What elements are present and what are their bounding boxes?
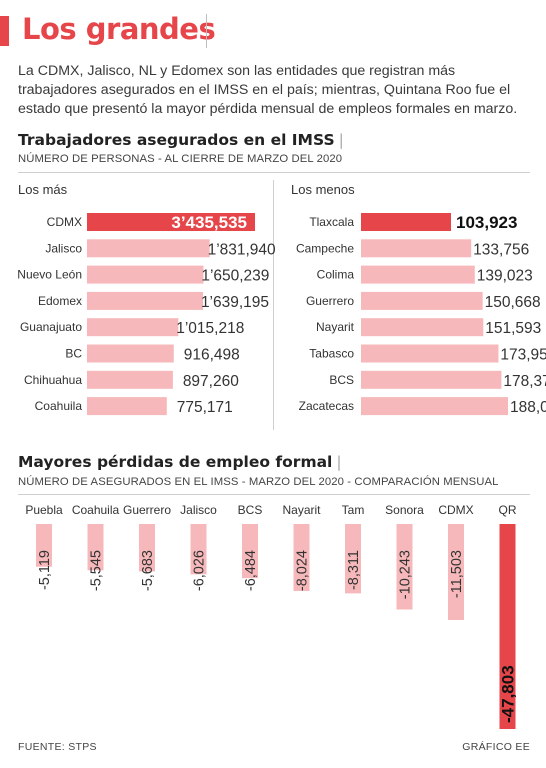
bar-loss-nayarit bbox=[293, 524, 310, 591]
category-label-loss-qr: QR bbox=[499, 503, 517, 517]
losses-chart-subtitle: NÚMERO DE ASEGURADOS EN EL IMSS - MARZO … bbox=[18, 476, 499, 488]
bar-least-guerrero bbox=[361, 291, 483, 310]
bar-least-tlaxcala bbox=[361, 213, 451, 231]
category-label-least-campeche: Campeche bbox=[296, 241, 354, 255]
category-label-most-chihuahua: Chihuahua bbox=[24, 373, 82, 387]
value-label-loss-jalisco: -6,026 bbox=[192, 550, 208, 591]
bar-loss-sonora bbox=[396, 524, 413, 610]
bar-least-bcs bbox=[361, 370, 502, 389]
bar-most-bc bbox=[87, 344, 174, 363]
value-label-least-tlaxcala: 103,923 bbox=[456, 213, 517, 232]
page-title: Los grandes bbox=[22, 12, 216, 46]
bar-loss-cdmx bbox=[448, 524, 464, 620]
bar-most-guanajuato bbox=[87, 318, 179, 337]
insured-chart-subtitle: NÚMERO DE PERSONAS - AL CIERRE DE MARZO … bbox=[18, 153, 343, 165]
category-label-least-bcs: BCS bbox=[329, 373, 354, 387]
category-label-loss-sonora: Sonora bbox=[385, 503, 424, 517]
category-label-loss-jalisco: Jalisco bbox=[180, 503, 217, 517]
category-label-most-nuevo-leon: Nuevo León bbox=[17, 268, 82, 282]
value-label-least-bcs: 178,372 bbox=[503, 373, 546, 390]
losses-chart-title: Mayores pérdidas de empleo formal | bbox=[18, 453, 342, 471]
value-label-least-zacatecas: 188,089 bbox=[510, 399, 546, 416]
value-label-most-jalisco: 1’831,940 bbox=[208, 241, 276, 258]
category-label-most-jalisco: Jalisco bbox=[45, 241, 82, 255]
bar-most-edomex bbox=[87, 291, 204, 310]
category-label-loss-cdmx: CDMX bbox=[438, 503, 473, 517]
losses-chart-rule bbox=[18, 494, 530, 495]
bar-loss-qr bbox=[499, 524, 516, 729]
bar-loss-coahuila bbox=[87, 524, 104, 571]
group-divider bbox=[273, 180, 274, 430]
value-label-least-colima: 139,023 bbox=[477, 268, 533, 285]
value-label-most-bc: 916,498 bbox=[184, 347, 240, 364]
category-label-loss-coahuila: Coahuila bbox=[72, 503, 120, 517]
category-label-most-bc: BC bbox=[65, 347, 82, 361]
value-label-loss-guerrero: -5,683 bbox=[140, 550, 156, 591]
value-label-loss-puebla: -5,119 bbox=[37, 550, 53, 590]
value-label-loss-qr: -47,803 bbox=[499, 665, 518, 723]
bar-loss-jalisco bbox=[190, 524, 207, 575]
bar-most-chihuahua bbox=[87, 370, 173, 389]
value-label-most-chihuahua: 897,260 bbox=[183, 373, 239, 390]
source-note: FUENTE: STPS bbox=[18, 741, 97, 753]
category-label-loss-tam: Tam bbox=[342, 503, 365, 517]
category-label-least-guerrero: Guerrero bbox=[306, 294, 354, 308]
value-label-loss-bcs: -6,484 bbox=[243, 550, 259, 591]
value-label-most-coahuila: 775,171 bbox=[177, 399, 233, 416]
bar-least-tabasco bbox=[361, 344, 499, 363]
bar-most-nuevo-leon bbox=[87, 265, 204, 284]
value-label-loss-sonora: -10,243 bbox=[398, 550, 414, 599]
category-label-loss-puebla: Puebla bbox=[25, 503, 63, 517]
title-divider bbox=[206, 14, 207, 48]
group-label-most: Los más bbox=[18, 182, 68, 197]
category-label-most-coahuila: Coahuila bbox=[35, 399, 83, 413]
category-label-loss-guerrero: Guerrero bbox=[123, 503, 171, 517]
value-label-most-nuevo-leon: 1’650,239 bbox=[201, 268, 269, 285]
group-label-least: Los menos bbox=[291, 182, 355, 197]
category-label-most-edomex: Edomex bbox=[38, 294, 82, 308]
value-label-loss-tam: -8,311 bbox=[346, 550, 362, 590]
value-label-loss-cdmx: -11,503 bbox=[449, 550, 465, 598]
bar-loss-guerrero bbox=[139, 524, 155, 572]
bar-least-zacatecas bbox=[361, 397, 508, 416]
value-label-loss-nayarit: -8,024 bbox=[295, 550, 311, 591]
bar-most-coahuila bbox=[87, 397, 167, 416]
insured-chart-title: Trabajadores asegurados en el IMSS | bbox=[18, 131, 344, 149]
value-label-most-cdmx: 3’435,535 bbox=[171, 213, 247, 232]
bar-loss-bcs bbox=[242, 524, 258, 579]
intro-text: La CDMX, Jalisco, NL y Edomex son las en… bbox=[18, 63, 518, 117]
category-label-least-colima: Colima bbox=[317, 268, 355, 282]
title-accent-bar bbox=[0, 16, 9, 46]
value-label-least-tabasco: 173,950 bbox=[500, 347, 546, 364]
value-label-most-edomex: 1’639,195 bbox=[201, 294, 269, 311]
value-label-least-guerrero: 150,668 bbox=[485, 294, 541, 311]
bar-most-jalisco bbox=[87, 239, 210, 258]
value-label-least-nayarit: 151,593 bbox=[485, 320, 541, 337]
category-label-least-zacatecas: Zacatecas bbox=[299, 399, 354, 413]
bar-most-cdmx bbox=[87, 213, 255, 231]
category-label-loss-nayarit: Nayarit bbox=[282, 503, 321, 517]
bar-loss-puebla bbox=[36, 524, 52, 567]
insured-chart-rule bbox=[18, 172, 530, 173]
bar-loss-tam bbox=[345, 524, 361, 594]
graphic-credit: GRÁFICO EE bbox=[462, 741, 530, 753]
value-label-most-guanajuato: 1’015,218 bbox=[176, 320, 244, 337]
value-label-loss-coahuila: -5,545 bbox=[89, 550, 105, 591]
bar-least-nayarit bbox=[361, 318, 484, 337]
category-label-loss-bcs: BCS bbox=[238, 503, 263, 517]
bar-least-campeche bbox=[361, 239, 472, 258]
value-label-least-campeche: 133,756 bbox=[473, 241, 529, 258]
bar-least-colima bbox=[361, 265, 475, 284]
category-label-least-tlaxcala: Tlaxcala bbox=[309, 215, 354, 229]
category-label-least-nayarit: Nayarit bbox=[316, 320, 355, 334]
category-label-most-guanajuato: Guanajuato bbox=[20, 320, 82, 334]
category-label-least-tabasco: Tabasco bbox=[309, 347, 354, 361]
category-label-most-cdmx: CDMX bbox=[47, 215, 82, 229]
